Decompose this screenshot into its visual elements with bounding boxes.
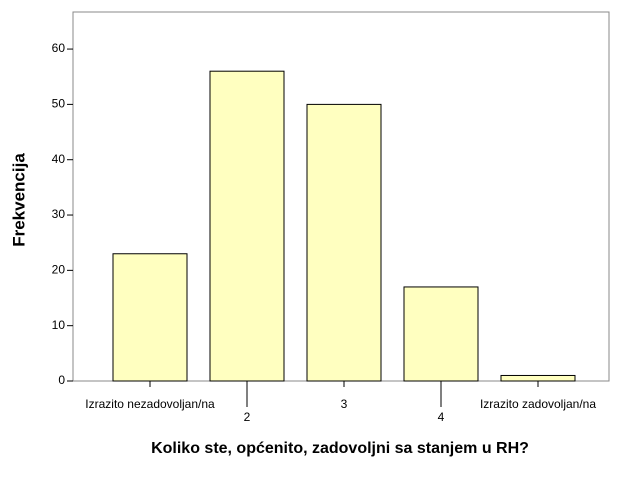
x-axis-label: Koliko ste, općenito, zadovoljni sa stan… bbox=[151, 440, 529, 457]
x-tick-label: Izrazito nezadovoljan/na bbox=[85, 397, 215, 411]
bar bbox=[306, 103, 382, 382]
bar bbox=[209, 70, 285, 382]
y-tick-label: 40 bbox=[52, 152, 66, 166]
x-tick-label: 3 bbox=[341, 397, 348, 411]
y-tick-label: 50 bbox=[52, 97, 66, 111]
y-tick-label: 10 bbox=[52, 318, 66, 332]
bar bbox=[112, 253, 188, 382]
bar bbox=[403, 286, 479, 382]
chart: Frekvencija 0 10 20 30 40 50 60 Izrazito nezado… bbox=[9, 11, 610, 424]
y-tick-label: 60 bbox=[52, 41, 66, 55]
y-tick-label: 0 bbox=[58, 373, 65, 387]
y-axis-label: Frekvencija bbox=[9, 153, 28, 247]
x-tick-label: 4 bbox=[438, 410, 445, 424]
x-tick-label: Izrazito zadovoljan/na bbox=[480, 397, 596, 411]
x-tick-label: 2 bbox=[244, 410, 251, 424]
y-tick-label: 20 bbox=[52, 263, 66, 277]
bar bbox=[500, 374, 576, 382]
y-tick-label: 30 bbox=[52, 207, 66, 221]
